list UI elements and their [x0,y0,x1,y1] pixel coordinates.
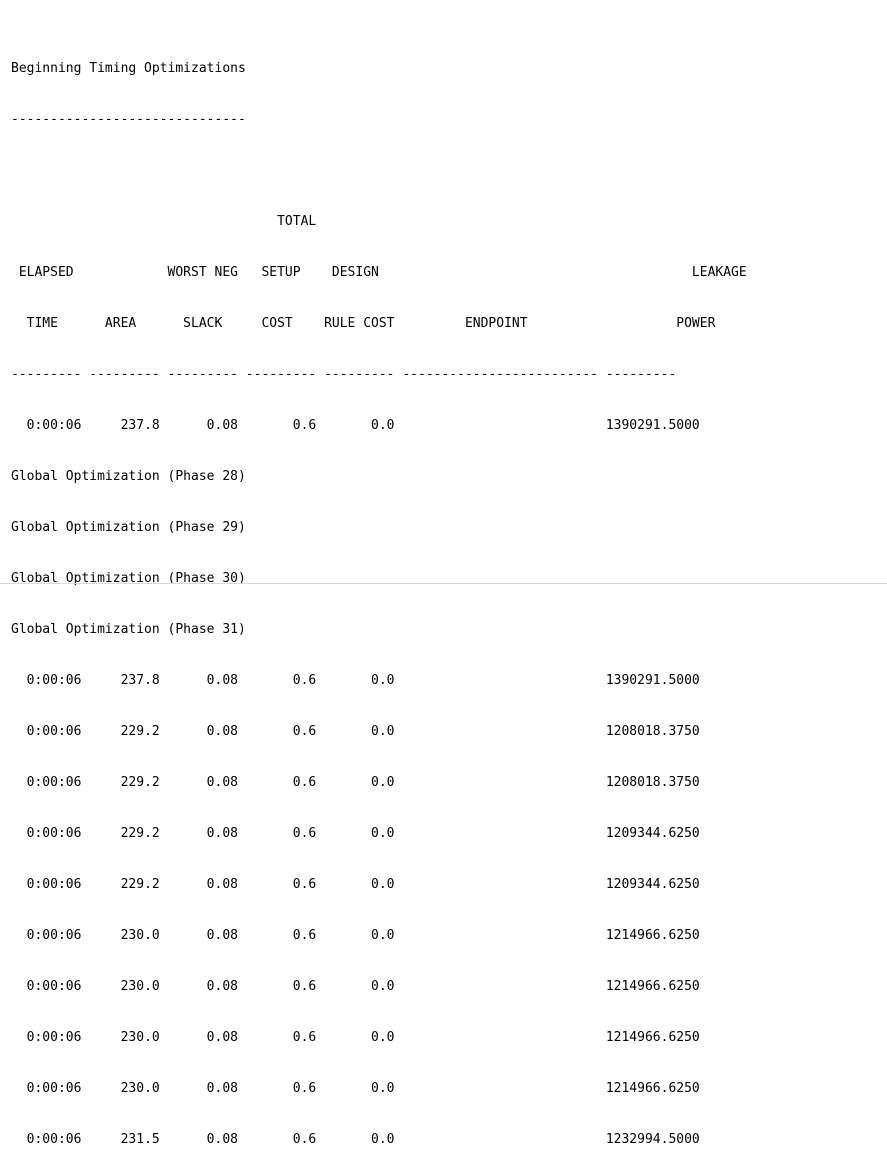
phase-line: Global Optimization (Phase 31) [11,622,246,637]
table-row: 0:00:06 229.2 0.08 0.6 0.0 1208018.3750 [11,775,700,790]
table-header-line: TIME AREA SLACK COST RULE COST ENDPOINT … [11,316,716,331]
table-row: 0:00:06 230.0 0.08 0.6 0.0 1214966.6250 [11,1081,700,1096]
blank-line [11,162,881,179]
bottom-border [0,583,887,584]
table-header-line: TOTAL [11,214,317,229]
table-row: 0:00:06 237.8 0.08 0.6 0.0 1390291.5000 [11,418,700,433]
table-header-line: ELAPSED WORST NEG SETUP DESIGN LEAKAGE [11,265,747,280]
table-row: 0:00:06 229.2 0.08 0.6 0.0 1209344.6250 [11,826,700,841]
title-underline: ------------------------------ [11,112,246,127]
table-row: 0:00:06 230.0 0.08 0.6 0.0 1214966.6250 [11,979,700,994]
table-row: 0:00:06 230.0 0.08 0.6 0.0 1214966.6250 [11,1030,700,1045]
phase-line: Global Optimization (Phase 29) [11,520,246,535]
table-row: 0:00:06 229.2 0.08 0.6 0.0 1209344.6250 [11,877,700,892]
table-row: 0:00:06 230.0 0.08 0.6 0.0 1214966.6250 [11,928,700,943]
table-row: 0:00:06 237.8 0.08 0.6 0.0 1390291.5000 [11,673,700,688]
phase-line: Global Optimization (Phase 30) [11,571,246,586]
log-output: Beginning Timing Optimizations ---------… [11,26,881,1170]
phase-line: Global Optimization (Phase 28) [11,469,246,484]
table-row: 0:00:06 231.5 0.08 0.6 0.0 1232994.5000 [11,1132,700,1147]
table-header-rule: --------- --------- --------- --------- … [11,367,677,382]
table-row: 0:00:06 229.2 0.08 0.6 0.0 1208018.3750 [11,724,700,739]
log-title: Beginning Timing Optimizations [11,61,246,76]
